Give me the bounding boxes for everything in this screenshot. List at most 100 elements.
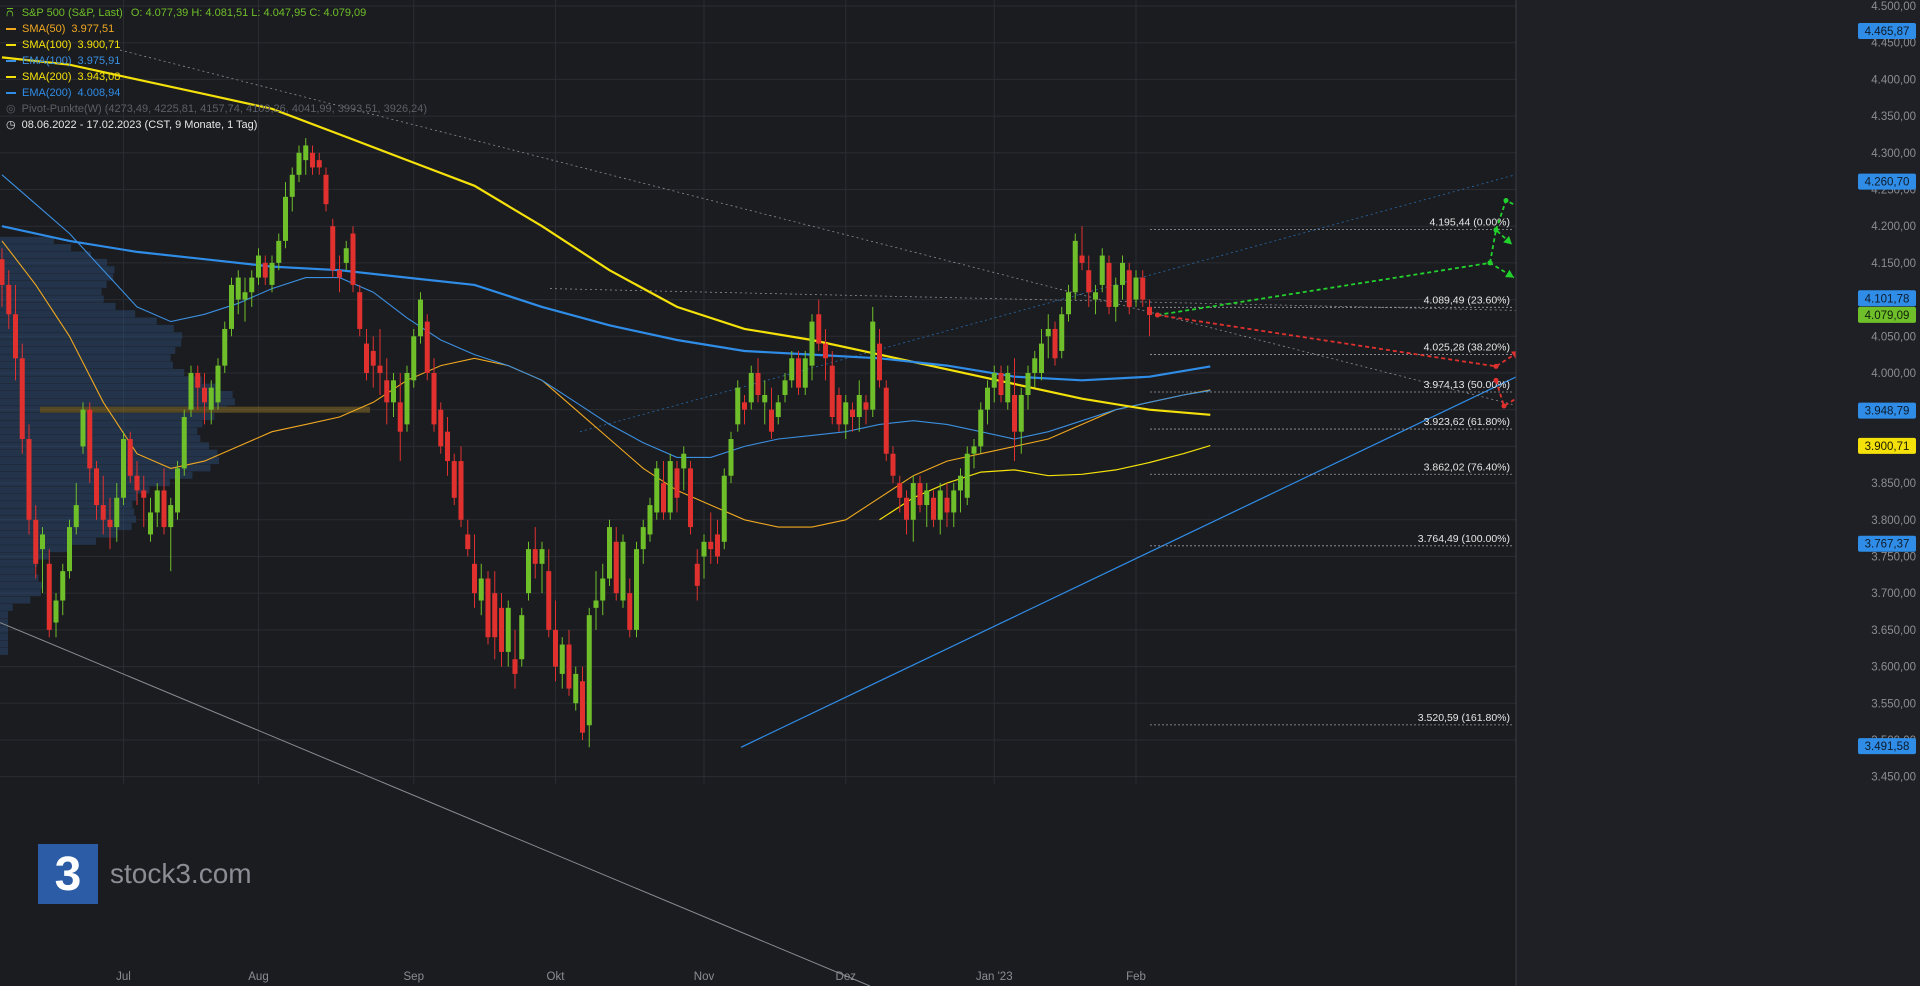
fib-level-label: 4.025,28 (38.20%) — [1424, 341, 1510, 353]
candle-body — [242, 292, 248, 300]
month-tick-label: Okt — [547, 971, 566, 983]
candle-body — [823, 343, 828, 359]
candle — [33, 505, 39, 579]
candle — [357, 284, 363, 337]
legend-value: 4.008,94 — [77, 87, 121, 99]
candle-body — [492, 593, 498, 638]
candle — [721, 468, 727, 550]
candle-body — [391, 380, 396, 403]
candle — [168, 497, 174, 572]
candle — [0, 248, 5, 307]
candle-body — [661, 483, 666, 513]
candle-body — [458, 461, 464, 520]
candle-body — [877, 343, 882, 381]
candle — [762, 380, 768, 425]
candle — [256, 248, 261, 285]
chart-icon: ⩃ — [6, 7, 14, 19]
volume-profile-bar — [0, 449, 218, 457]
volume-profile-bar — [0, 552, 50, 560]
price-tag — [1858, 290, 1916, 307]
candle-body — [553, 629, 558, 667]
volume-profile-bar — [0, 537, 96, 545]
candle-body — [1052, 328, 1058, 359]
candle — [1045, 314, 1051, 359]
candle-body — [499, 607, 504, 652]
candle-body — [971, 446, 977, 454]
legend-item[interactable]: SMA(100) 3.900,71 — [6, 37, 427, 53]
candle — [161, 468, 167, 535]
volume-profile-bar — [0, 457, 220, 465]
candle-body — [586, 615, 592, 726]
candle — [337, 255, 342, 293]
volume-profile-bar — [0, 295, 104, 303]
candle — [391, 372, 396, 418]
volume-profile-bar — [0, 523, 132, 531]
volume-profile-bar — [0, 361, 173, 369]
legend-value: 3.943,08 — [77, 71, 121, 83]
legend-item[interactable]: SMA(200) 3.943,08 — [6, 69, 427, 85]
candle — [1032, 350, 1038, 388]
candle-body — [283, 196, 288, 241]
candle-body — [958, 475, 963, 491]
volume-profile-bar — [0, 618, 8, 626]
price-tick-label: 3.650,00 — [1871, 625, 1916, 637]
candle — [897, 475, 903, 513]
candle — [46, 549, 52, 638]
candle-body — [789, 358, 795, 381]
candle — [1140, 270, 1146, 307]
candle — [478, 563, 484, 616]
candle — [1079, 226, 1085, 271]
candle-body — [249, 277, 255, 293]
candle-body — [721, 475, 727, 542]
candle-body — [634, 549, 639, 630]
bull-arrow-3-node — [1503, 198, 1509, 203]
volume-profile-bar — [0, 273, 114, 281]
candle — [1072, 233, 1078, 300]
candle — [924, 483, 930, 528]
candle — [647, 497, 653, 542]
candle-body — [262, 262, 268, 278]
legend-item[interactable]: EMA(200) 4.008,94 — [6, 85, 427, 101]
candle — [715, 519, 720, 564]
candle-body — [991, 372, 997, 388]
legend-swatch — [6, 60, 16, 62]
candle — [944, 483, 950, 528]
candle-body — [937, 490, 943, 520]
candle — [539, 541, 545, 594]
volume-profile-bar — [0, 508, 135, 516]
candle — [404, 365, 410, 432]
candle — [310, 145, 315, 175]
candle — [208, 380, 214, 425]
candle — [438, 402, 444, 454]
logo-mark: 3 — [38, 844, 98, 904]
candle — [607, 519, 612, 586]
candle-body — [964, 453, 970, 498]
candle — [343, 240, 349, 271]
candle — [917, 475, 923, 513]
candle — [877, 328, 882, 388]
candle-body — [397, 402, 403, 432]
candle-body — [73, 505, 79, 528]
candle-body — [681, 453, 687, 469]
candle-body — [121, 439, 126, 498]
candle — [546, 549, 552, 638]
candle — [1066, 284, 1071, 322]
month-tick-label: Jan '23 — [976, 971, 1013, 983]
price-tick-label: 4.200,00 — [1871, 221, 1916, 233]
candle-body — [1039, 343, 1044, 373]
candle — [364, 328, 369, 381]
volume-profile-bar — [0, 236, 54, 244]
candle — [1039, 328, 1044, 381]
candle-body — [613, 541, 619, 594]
candle — [100, 475, 106, 535]
candle-body — [951, 490, 957, 513]
candle-body — [836, 395, 842, 425]
candle — [661, 461, 666, 520]
price-tag — [1858, 402, 1916, 419]
candle — [870, 306, 876, 418]
legend-item[interactable]: SMA(50) 3.977,51 — [6, 21, 427, 37]
volume-profile-bar — [0, 398, 235, 406]
legend-item[interactable]: EMA(100) 3.975,91 — [6, 53, 427, 69]
candle — [681, 446, 687, 491]
